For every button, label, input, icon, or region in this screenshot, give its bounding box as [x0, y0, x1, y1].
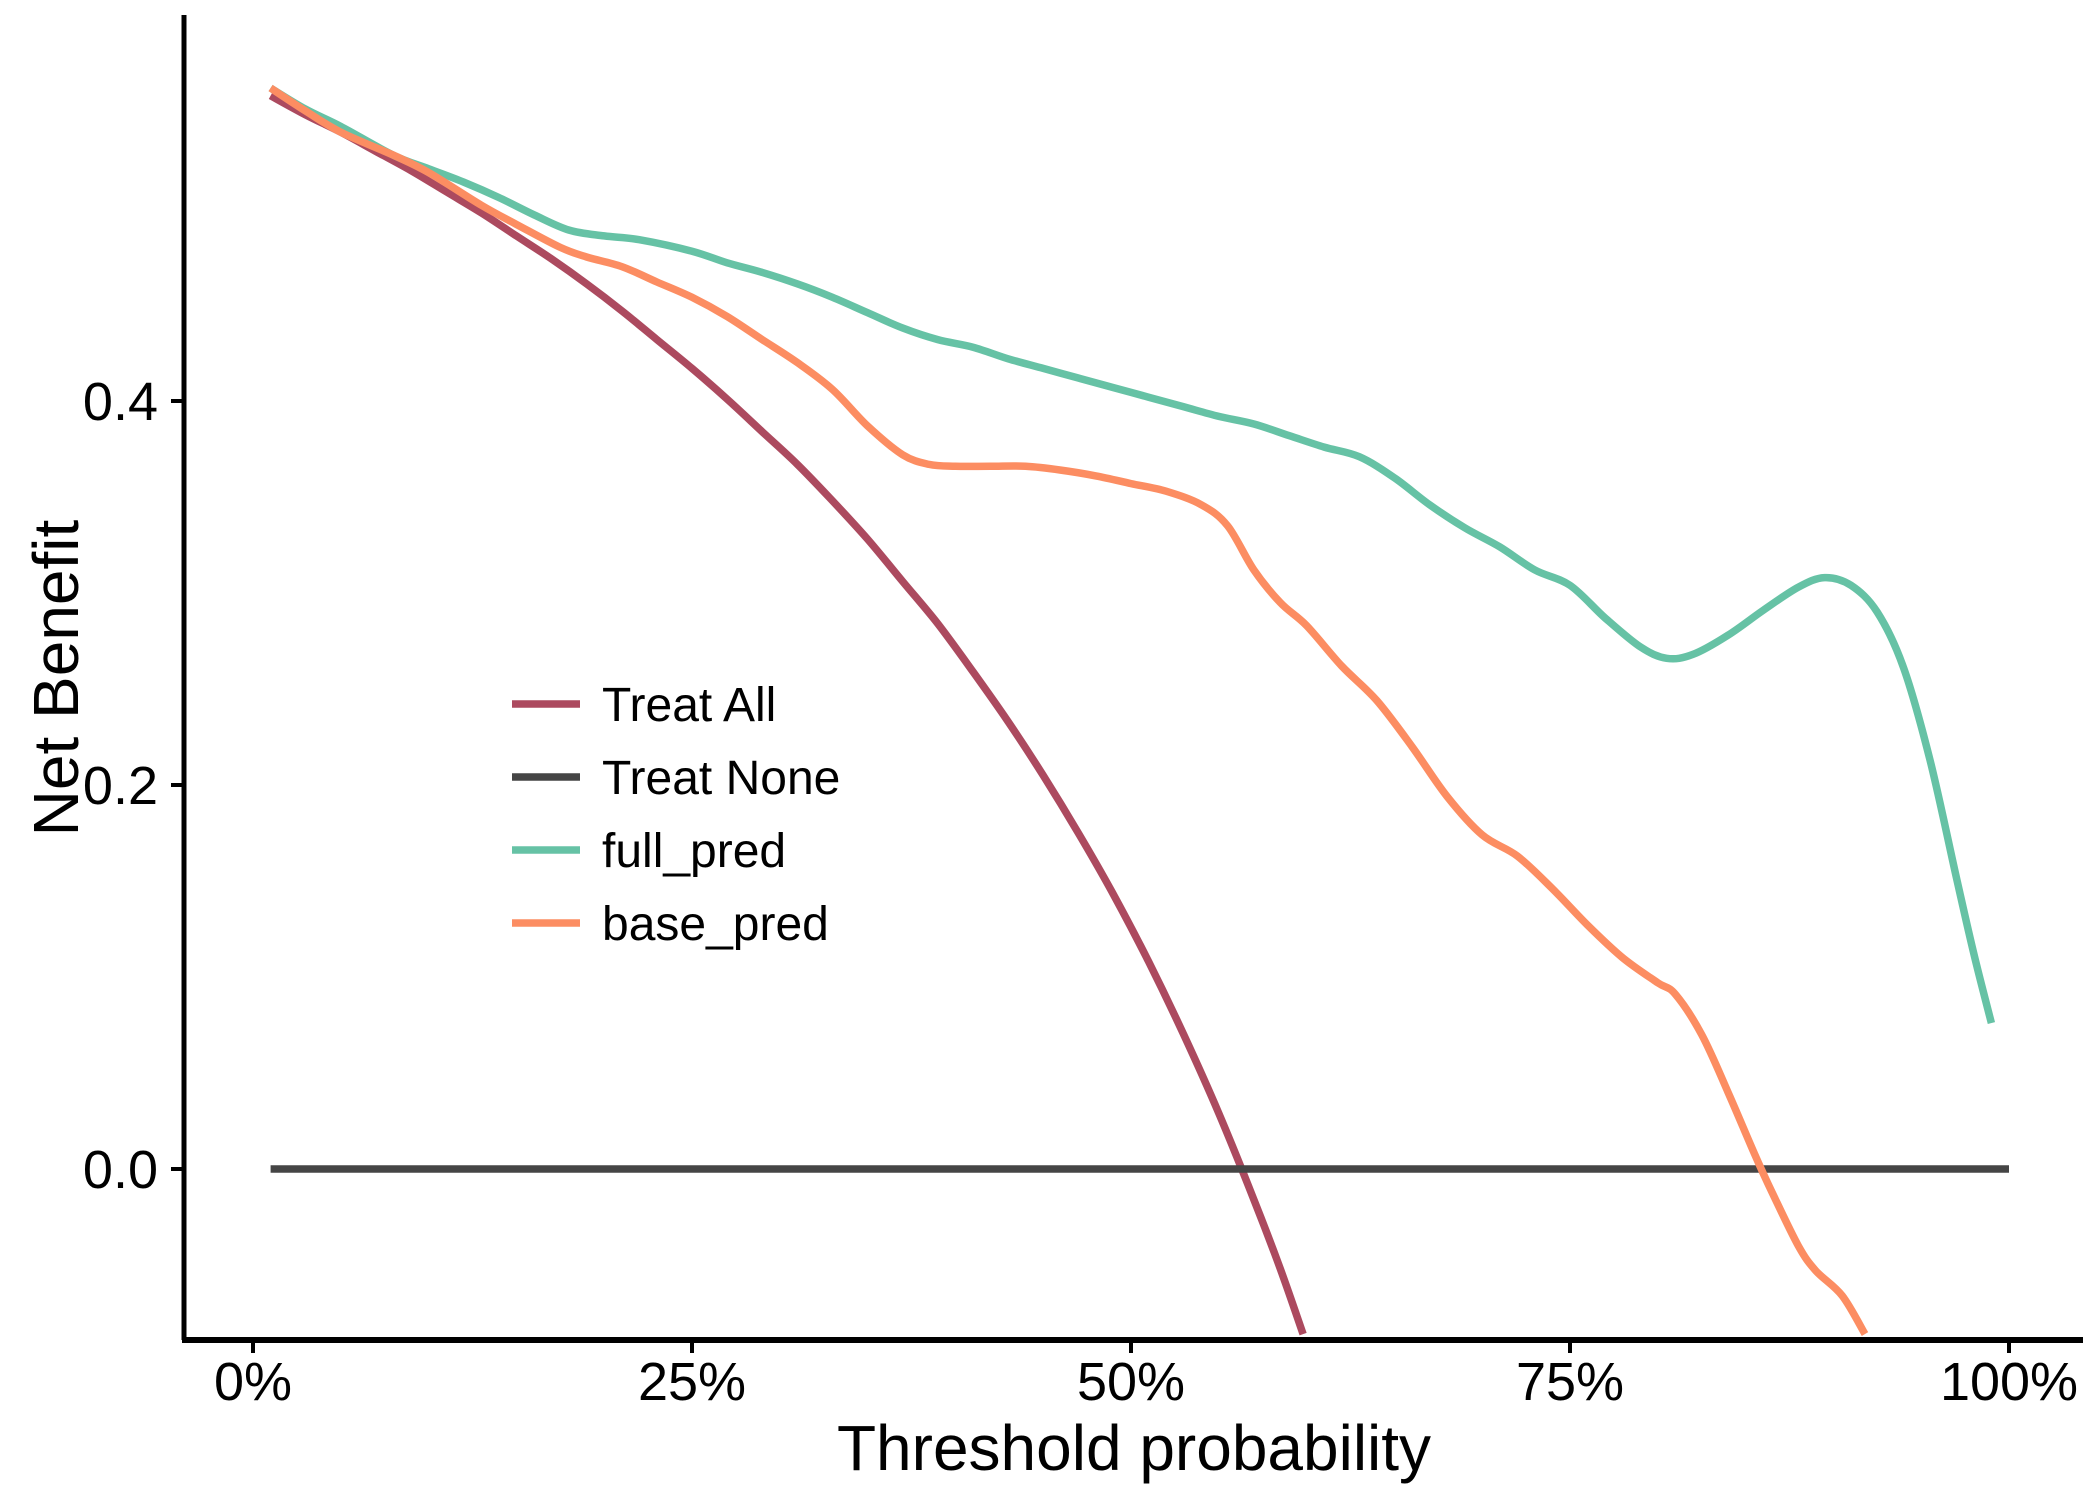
- legend: Treat All Treat None full_pred base_pred: [512, 679, 840, 951]
- legend-label-treat-all: Treat All: [602, 679, 776, 732]
- series-line-base-pred: [268, 84, 1869, 1337]
- x-tick-label-75: 75%: [1516, 1352, 1624, 1412]
- y-tick-label-0-0: 0.0: [83, 1140, 158, 1200]
- legend-item-treat-all: Treat All: [512, 679, 776, 732]
- axes: 0.0 0.2 0.4 0% 25% 50% 75% 100%: [83, 15, 2083, 1412]
- legend-label-base-pred: base_pred: [602, 898, 829, 951]
- x-tick-label-25: 25%: [638, 1352, 746, 1412]
- legend-label-full-pred: full_pred: [602, 825, 786, 878]
- legend-item-treat-none: Treat None: [512, 752, 840, 805]
- legend-label-treat-none: Treat None: [602, 752, 840, 805]
- x-tick-label-0: 0%: [214, 1352, 292, 1412]
- y-tick-label-0-4: 0.4: [83, 372, 158, 432]
- x-tick-label-50: 50%: [1077, 1352, 1185, 1412]
- y-tick-label-0-2: 0.2: [83, 756, 158, 816]
- series-line-treat-all: [268, 92, 1307, 1336]
- series-line-full-pred: [268, 84, 1996, 1025]
- legend-item-base-pred: base_pred: [512, 898, 829, 951]
- x-axis-title: Threshold probability: [837, 1412, 1431, 1484]
- legend-item-full-pred: full_pred: [512, 825, 786, 878]
- y-axis-title: Net Benefit: [20, 519, 92, 836]
- x-tick-label-100: 100%: [1940, 1352, 2078, 1412]
- series-lines: [268, 84, 2009, 1337]
